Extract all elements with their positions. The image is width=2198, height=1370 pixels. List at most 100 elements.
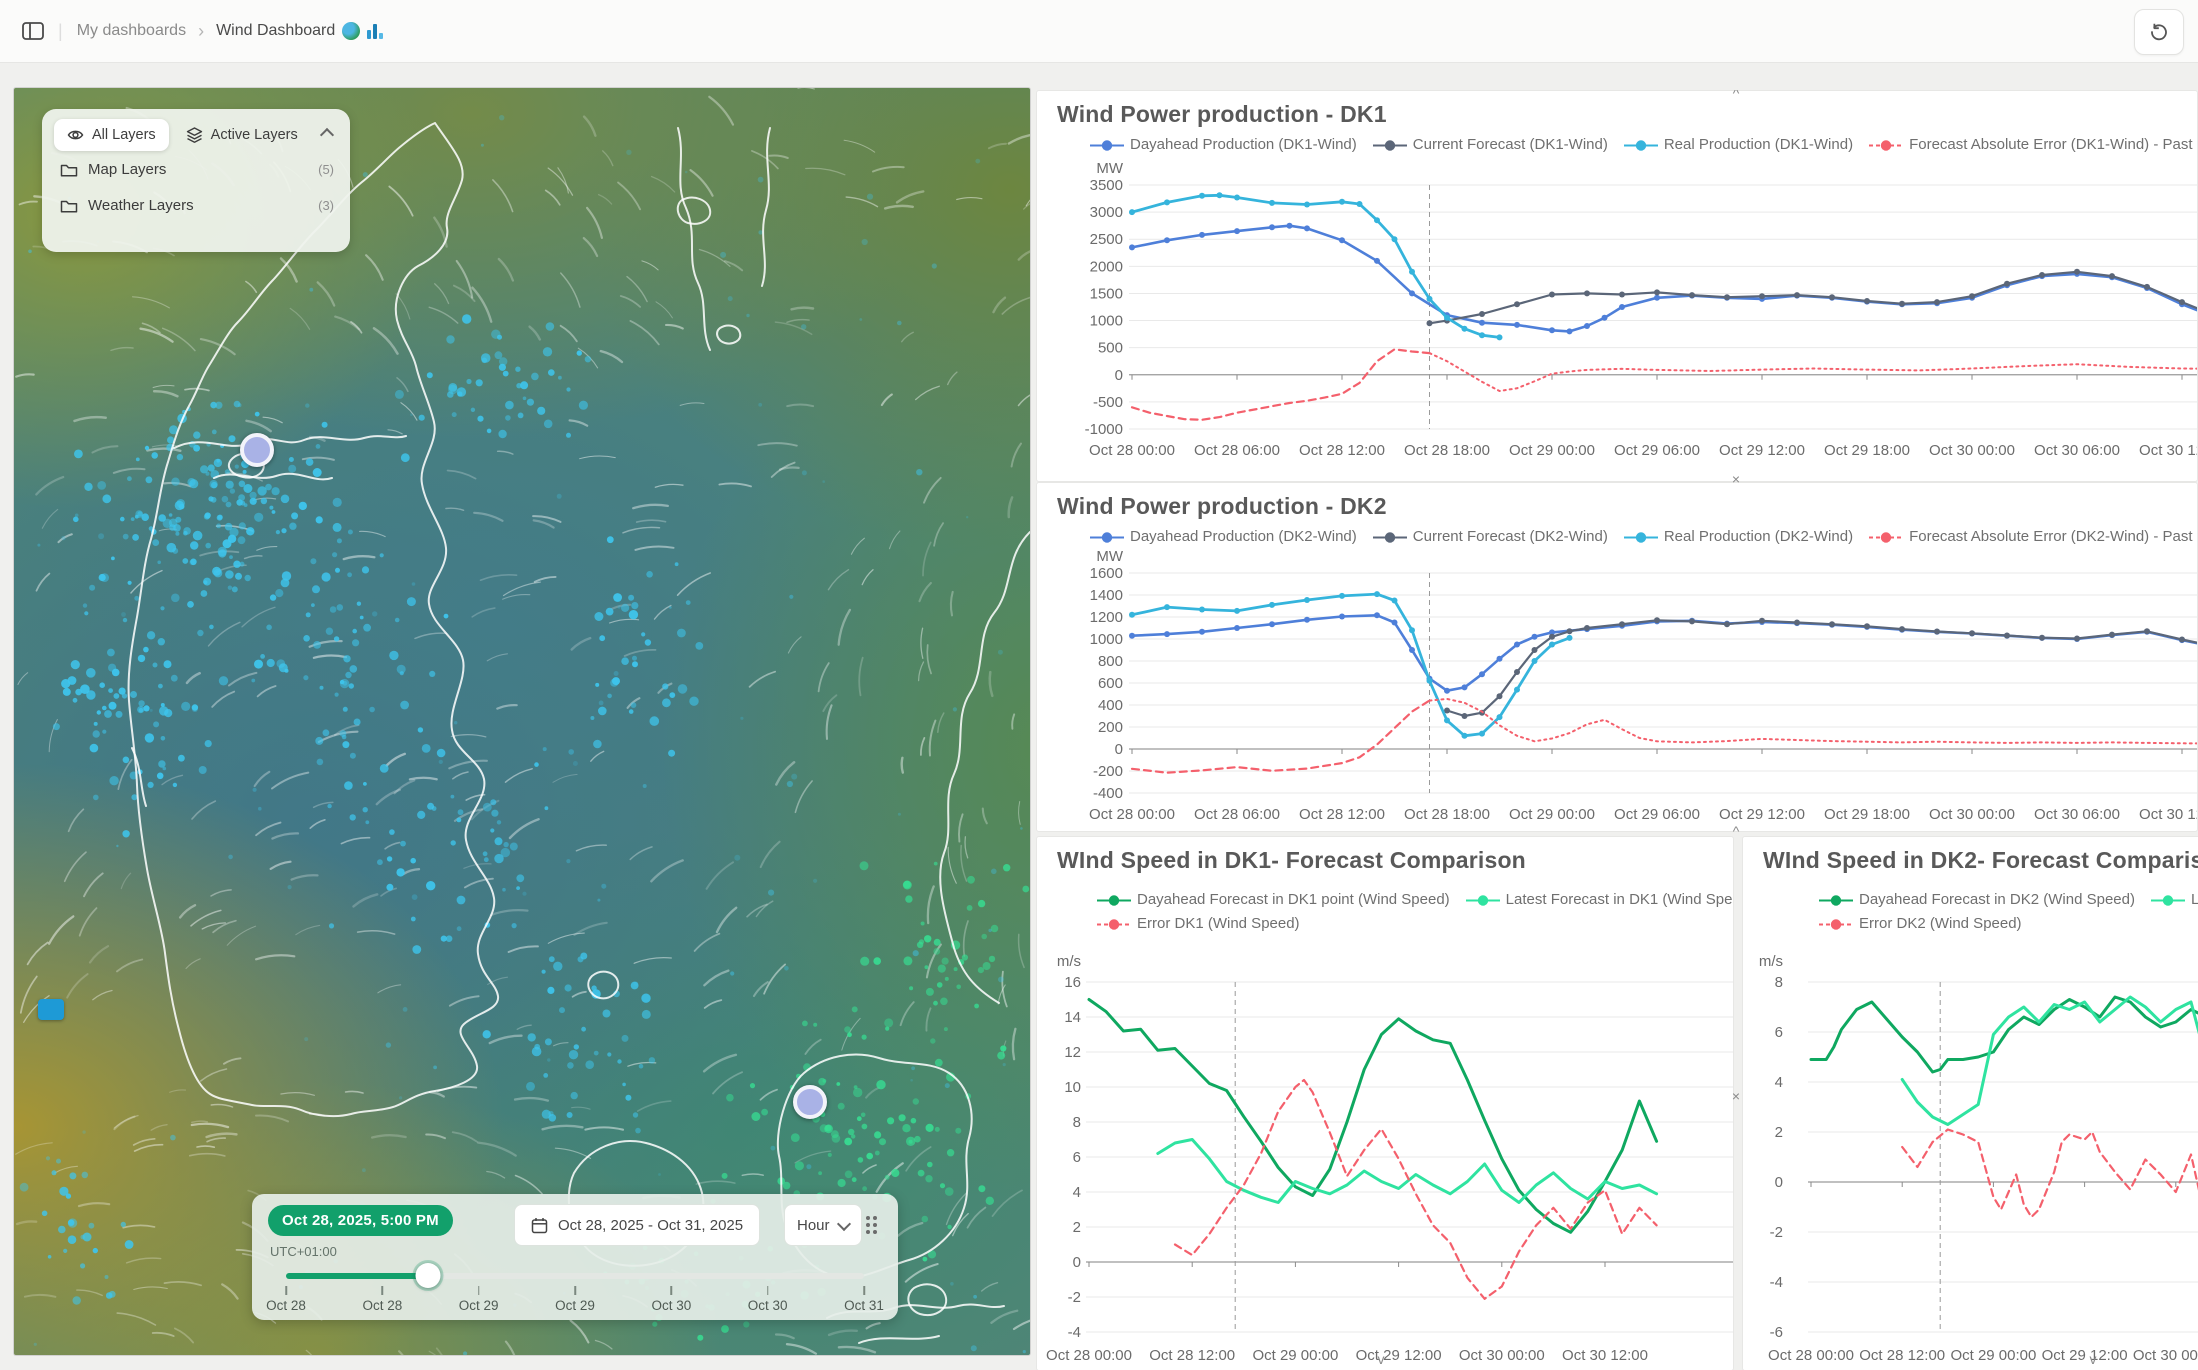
pane-handle-close-1[interactable]: × xyxy=(1731,471,1741,487)
legend-label: Current Forecast (DK2-Wind) xyxy=(1412,528,1608,545)
breadcrumb-root[interactable]: My dashboards xyxy=(76,22,187,39)
layer-groups: Map Layers (5) Weather Layers (3) xyxy=(42,151,350,223)
globe-icon xyxy=(342,22,361,40)
map-point-marker-1[interactable] xyxy=(239,433,274,468)
tab-active-layers[interactable]: Active Layers xyxy=(173,119,311,151)
legend-item[interactable]: Dayahead Production (DK1-Wind) xyxy=(1090,133,1357,157)
legend-label: Dayahead Production (DK1-Wind) xyxy=(1130,136,1357,153)
x-axis-label: Oct 30 00:00 xyxy=(1929,806,2015,823)
pane-handle-down-2[interactable]: v xyxy=(2089,1351,2097,1367)
legend-item[interactable]: Dayahead Forecast in DK1 point (Wind Spe… xyxy=(1097,888,1450,912)
series-dayahead-production-dk2-wind- xyxy=(1130,614,2197,692)
pane-handle-up[interactable]: ^ xyxy=(1732,90,1740,101)
svg-text:10: 10 xyxy=(1064,1079,1081,1096)
svg-text:500: 500 xyxy=(1098,340,1123,357)
date-range-button[interactable]: Oct 28, 2025 - Oct 31, 2025 xyxy=(514,1204,761,1246)
slider-tick xyxy=(766,1286,769,1295)
chevron-down-icon xyxy=(836,1216,851,1231)
pane-handle-up-2[interactable]: ^ xyxy=(1732,823,1740,839)
slider-tick xyxy=(863,1286,865,1295)
legend-marker-icon xyxy=(1869,531,1904,543)
legend-marker-icon xyxy=(1090,139,1124,151)
date-range-label: Oct 28, 2025 - Oct 31, 2025 xyxy=(558,1216,744,1234)
legend-item[interactable]: Real Production (DK1-Wind) xyxy=(1623,133,1853,157)
layer-group-weather-layers[interactable]: Weather Layers (3) xyxy=(42,187,350,223)
map-region-square[interactable] xyxy=(38,998,65,1020)
legend-row: Dayahead Production (DK2-Wind) Current F… xyxy=(1090,525,2197,549)
map-point-marker-2[interactable] xyxy=(792,1084,827,1119)
time-slider[interactable]: Oct 28 Oct 28 Oct 29 Oct 29 Oct 30 Oct 30 Oct … xyxy=(266,1263,884,1313)
folder-icon xyxy=(60,164,78,177)
x-axis-label: Oct 29 00:00 xyxy=(1252,1347,1338,1364)
legend-marker-icon xyxy=(1819,894,1853,906)
legend-item[interactable]: Dayahead Forecast in DK2 (Wind Speed) xyxy=(1819,888,2135,912)
legend-label: Current Forecast (DK1-Wind) xyxy=(1412,136,1608,153)
svg-text:0: 0 xyxy=(1115,367,1123,384)
slider-tick-label: Oct 28 xyxy=(266,1298,306,1313)
layers-icon xyxy=(186,127,202,143)
layer-group-label: Weather Layers xyxy=(88,197,194,214)
svg-text:-200: -200 xyxy=(1093,763,1123,780)
sidebar-toggle-icon[interactable] xyxy=(18,16,48,46)
svg-text:m/s: m/s xyxy=(1057,953,1081,970)
page-title: Wind Dashboard xyxy=(216,22,336,39)
x-axis-label: Oct 30 06:00 xyxy=(2034,806,2120,823)
series-latest-forecast-in-dk1-wind-speed- xyxy=(1156,1138,1659,1204)
x-axis-label: Oct 28 12:00 xyxy=(1299,442,1385,459)
legend-label: Forecast Absolute Error (DK2-Wind) - Pas… xyxy=(1909,528,2193,545)
layer-group-map-layers[interactable]: Map Layers (5) xyxy=(42,151,350,187)
legend-label: Forecast Absolute Error (DK1-Wind) - Pas… xyxy=(1909,136,2193,153)
interval-label: Hour xyxy=(797,1216,830,1234)
svg-text:0: 0 xyxy=(1115,741,1123,758)
x-axis-label: Oct 30 00:00 xyxy=(1459,1347,1545,1364)
layers-tabs: All Layers Active Layers xyxy=(42,109,350,151)
legend-item[interactable]: Error DK1 (Wind Speed) xyxy=(1097,912,1300,936)
chevron-up-icon xyxy=(319,127,335,142)
svg-text:3500: 3500 xyxy=(1090,177,1123,194)
svg-text:1500: 1500 xyxy=(1090,285,1123,302)
collapse-panel-button[interactable] xyxy=(316,122,338,149)
x-axis-label: Oct 28 12:00 xyxy=(1149,1347,1235,1364)
svg-text:2: 2 xyxy=(1775,1124,1783,1141)
pane-handle-close-2[interactable]: × xyxy=(1731,1088,1741,1104)
svg-text:m/s: m/s xyxy=(1759,953,1783,970)
drag-handle-icon[interactable] xyxy=(866,1216,877,1234)
refresh-button[interactable] xyxy=(2134,9,2184,55)
legend-item[interactable]: Current Forecast (DK2-Wind) xyxy=(1372,525,1608,549)
svg-text:-400: -400 xyxy=(1093,785,1123,802)
legend-item[interactable]: Error DK2 (Wind Speed) xyxy=(1819,912,2022,936)
series-error-dk2-wind-speed- xyxy=(1901,1128,2198,1219)
interval-dropdown[interactable]: Hour xyxy=(784,1204,862,1246)
series-dayahead-forecast-in-dk1-point-wind-speed- xyxy=(1087,998,1659,1234)
x-axis-label: Oct 28 18:00 xyxy=(1404,442,1490,459)
legend-item[interactable]: Latest For xyxy=(2150,888,2198,912)
dk2-windspeed-plot: m/s 8 6 4 2 0 -2 -4 -6 Oct 28 00:00 Oct 28 12:00 Oc… xyxy=(1759,953,2198,1364)
series-forecast-absolute-error-dk1-wind-future xyxy=(1428,352,2197,392)
legend-item[interactable]: Latest Forecast in DK1 (Wind Speed) xyxy=(1465,888,1733,912)
weather-map[interactable]: All Layers Active Layers Map Layers (5) … xyxy=(14,88,1030,1355)
series-forecast-absolute-error-dk2-wind-future xyxy=(1428,697,2197,745)
legend-item[interactable]: Dayahead Production (DK2-Wind) xyxy=(1090,525,1357,549)
layer-group-count: (5) xyxy=(318,162,334,177)
legend-item[interactable]: Forecast Absolute Error (DK1-Wind) - Pas… xyxy=(1869,133,2193,157)
slider-thumb[interactable] xyxy=(415,1263,441,1288)
legend-marker-icon xyxy=(1869,139,1904,151)
x-axis-label: Oct 30 12:00 xyxy=(1562,1347,1648,1364)
svg-text:600: 600 xyxy=(1098,675,1123,692)
legend-item[interactable]: Real Production (DK2-Wind) xyxy=(1623,525,1853,549)
svg-text:8: 8 xyxy=(1073,1114,1081,1131)
legend-item[interactable]: Forecast Absolute Error (DK2-Wind) - Pas… xyxy=(1869,525,2193,549)
legend-item[interactable]: Current Forecast (DK1-Wind) xyxy=(1372,133,1608,157)
x-axis-label: Oct 28 06:00 xyxy=(1194,806,1280,823)
pane-handle-down-1[interactable]: v xyxy=(1377,1351,1385,1367)
slider-tick-label: Oct 29 xyxy=(458,1298,499,1313)
tab-all-layers[interactable]: All Layers xyxy=(54,119,169,151)
slider-track[interactable] xyxy=(286,1273,864,1279)
x-axis-label: Oct 28 00:00 xyxy=(1089,442,1175,459)
legend-marker-icon xyxy=(1465,894,1500,906)
series-latest-forecast-in-dk2-wind-speed- xyxy=(1900,995,2198,1126)
x-axis-label: Oct 28 06:00 xyxy=(1194,442,1280,459)
x-axis-label: Oct 28 00:00 xyxy=(1046,1347,1132,1364)
legend-marker-icon xyxy=(1372,531,1407,543)
